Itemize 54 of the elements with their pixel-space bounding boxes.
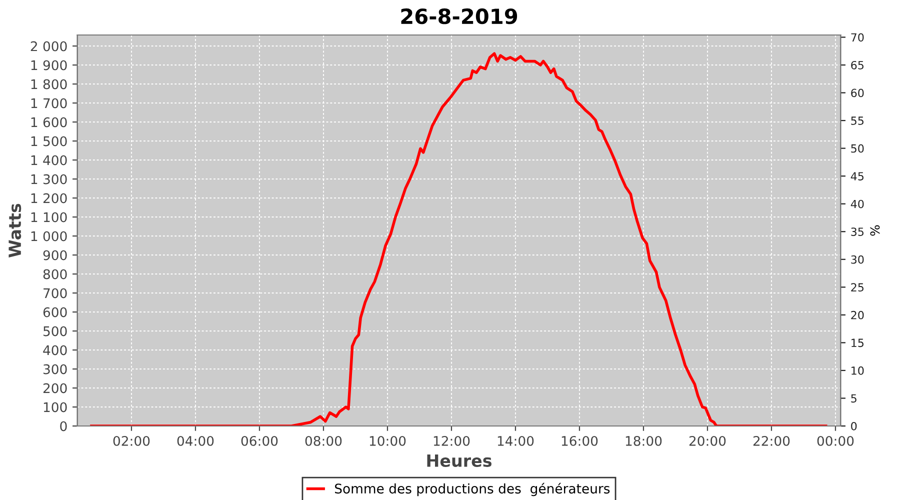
y-tick-label: 1 000 [31,231,67,242]
chart-title: 26-8-2019 [401,8,518,24]
y2-tick-label: 0 [851,422,857,430]
y-tick-label: 1 500 [31,136,67,146]
y-tick-label: 1 800 [31,79,67,90]
x-tick-label: 18:00 [626,436,662,446]
x-tick-label: 22:00 [753,436,790,446]
y-tick-label: 1 300 [31,174,67,184]
y2-axis-title: % [870,225,880,236]
y-tick-label: 1 900 [31,60,67,70]
y-tick-label: 1 100 [31,212,67,222]
y2-tick-label: 45 [850,172,864,180]
legend-label: Somme des productions des générateurs [335,482,610,496]
y2-tick-label: 5 [851,394,856,403]
y-tick-label: 0 [60,421,67,432]
line-series [90,52,828,426]
y-tick-label: 500 [44,326,67,336]
x-tick-label: 00:00 [817,436,854,446]
x-tick-label: 10:00 [370,436,406,446]
y2-tick-label: 70 [851,33,864,42]
y-tick-label: 1 200 [31,193,67,204]
y2-tick-label: 30 [851,255,864,264]
y2-tick-label: 20 [851,310,864,320]
y-tick-label: 1 600 [31,117,67,128]
y-axis-title: Watts [8,204,22,258]
x-tick-label: 12:00 [434,436,470,446]
x-tick-label: 04:00 [177,436,214,446]
y2-tick-label: 55 [851,116,864,125]
y-tick-label: 600 [43,307,67,318]
x-tick-label: 14:00 [498,436,534,446]
y-tick-label: 800 [43,269,67,280]
y-tick-label: 400 [43,345,67,356]
y2-tick-label: 35 [851,228,864,236]
y-tick-label: 200 [43,383,67,394]
y2-tick-label: 25 [851,283,864,292]
y-tick-label: 1 700 [31,98,67,108]
x-tick-label: 06:00 [241,436,278,446]
y2-tick-label: 65 [851,60,864,70]
y2-tick-label: 50 [851,144,864,153]
y2-tick-label: 40 [850,200,864,208]
y-tick-label: 300 [44,364,67,374]
y2-tick-label: 60 [851,88,864,98]
x-tick-label: 02:00 [113,436,150,446]
x-tick-label: 08:00 [305,436,342,446]
y-tick-label: 2 000 [30,41,67,52]
x-axis-title: Heures [427,454,492,467]
y2-tick-label: 15 [852,338,864,348]
y-tick-label: 100 [44,402,67,412]
y-tick-label: 900 [43,250,67,260]
y-tick-label: 1 400 [31,155,67,166]
x-tick-label: 20:00 [689,436,726,446]
y-tick-label: 700 [44,288,67,298]
x-tick-label: 16:00 [562,436,598,446]
y2-tick-label: 10 [852,366,864,375]
